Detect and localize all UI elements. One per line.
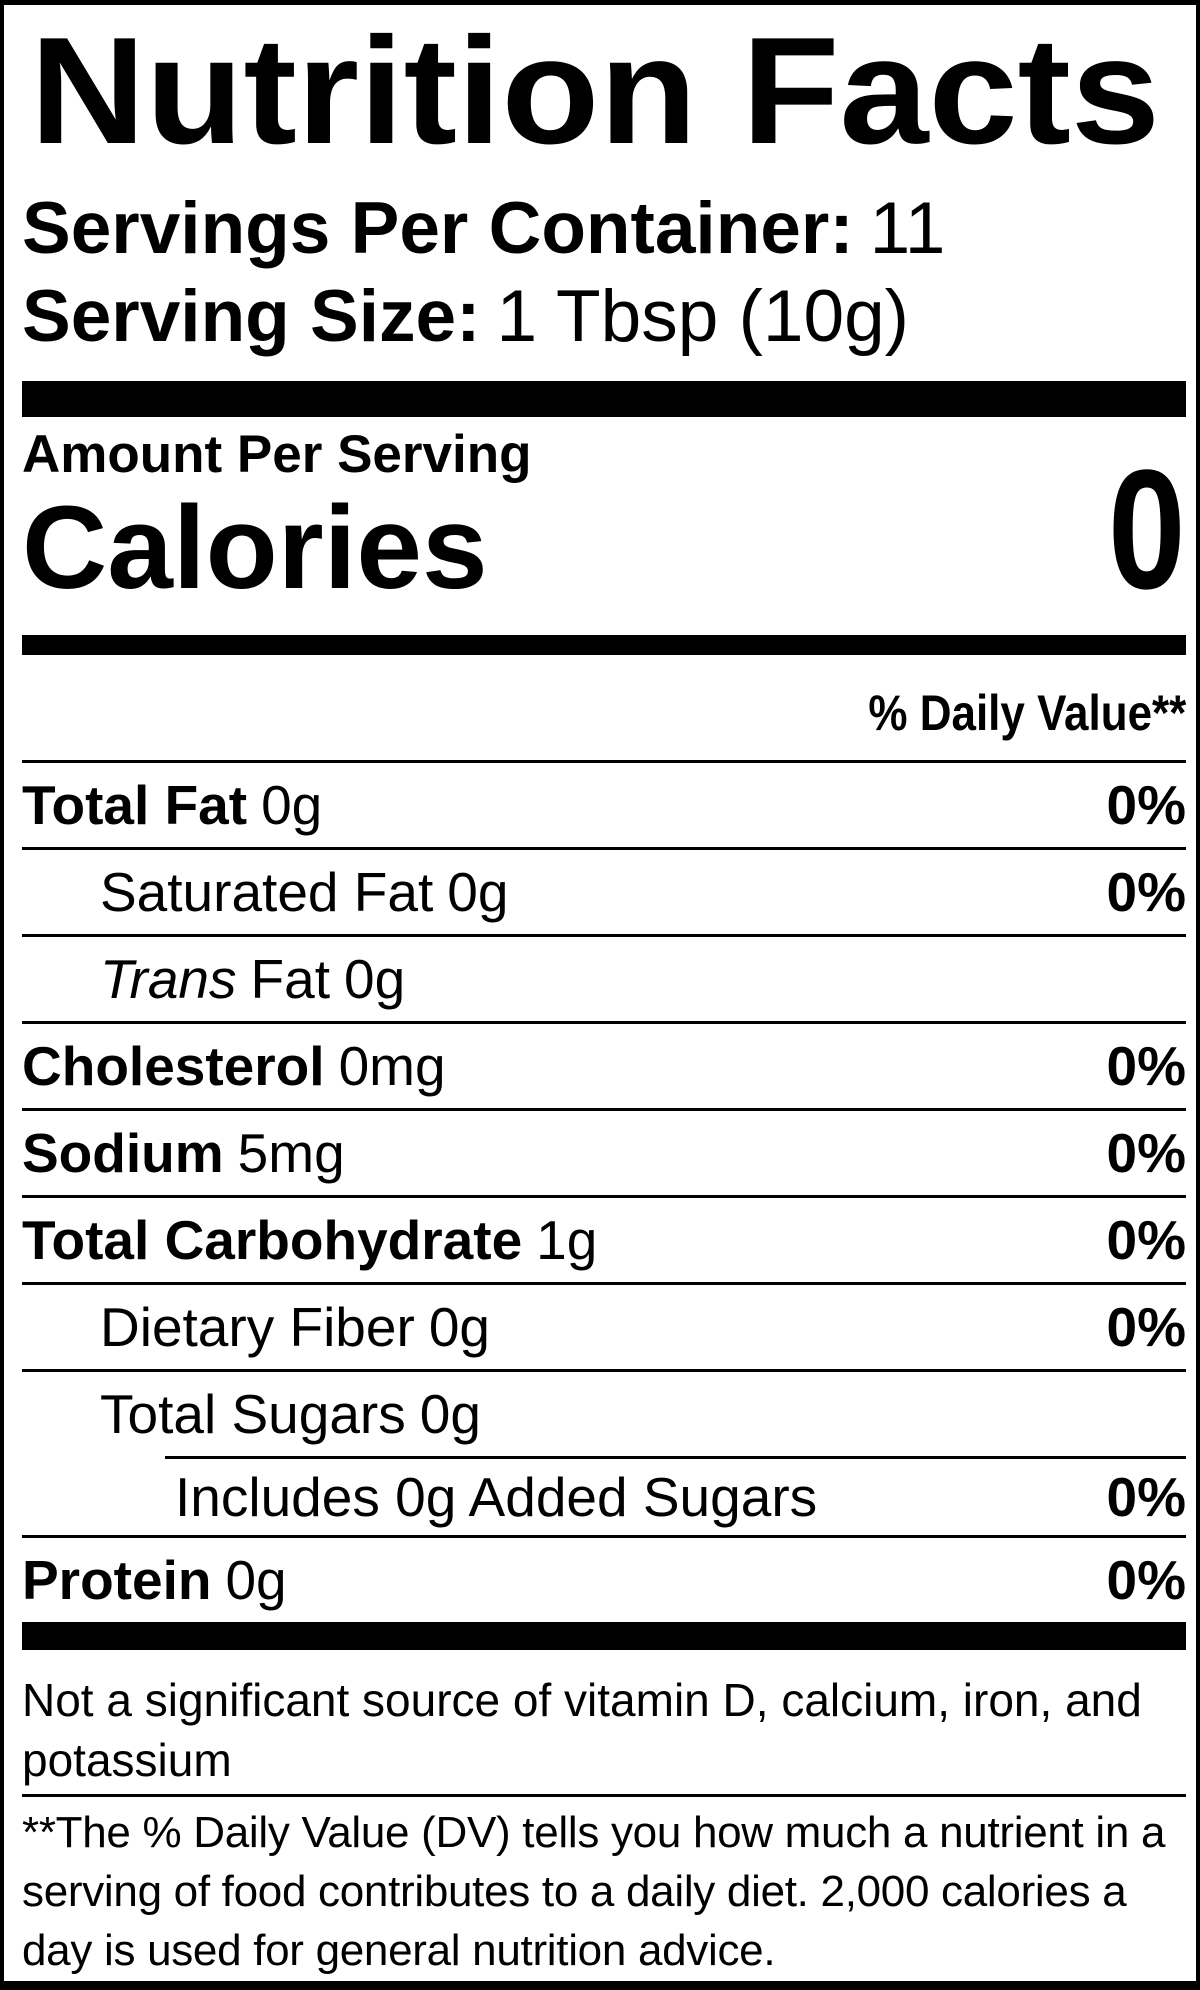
nutrient-daily-value: 0% [1106, 1466, 1187, 1528]
nutrient-name: Total Sugars [100, 1383, 406, 1445]
nutrient-amount: 0g [343, 948, 406, 1010]
nutrient-name-amount: Total Carbohydrate 1g [22, 1208, 597, 1272]
nutrient-amount: 0mg [338, 1035, 446, 1097]
nutrient-row-dietary-fiber: Dietary Fiber 0g 0% [22, 1285, 1186, 1372]
nutrient-name-amount: Cholesterol 0mg [22, 1034, 446, 1098]
daily-value-header-row: % Daily Value** [22, 685, 1186, 763]
nutrient-amount: 0g [428, 1296, 490, 1358]
nutrient-daily-value: 0% [1106, 861, 1187, 923]
nutrient-amount: 0g [419, 1383, 481, 1445]
nutrient-name-amount: Protein 0g [22, 1548, 287, 1612]
nutrient-daily-value: 0% [1106, 1122, 1187, 1184]
nutrient-name: Protein [22, 1549, 212, 1611]
nutrient-row-saturated-fat: Saturated Fat 0g 0% [22, 850, 1186, 937]
nutrient-row-total-sugars: Total Sugars 0g [22, 1372, 1186, 1456]
nutrient-name: Total Carbohydrate [22, 1209, 523, 1271]
nutrient-name-amount: Sodium 5mg [22, 1121, 345, 1185]
nutrient-amount: 5mg [237, 1122, 345, 1184]
amount-per-serving-heading: Amount Per Serving [22, 425, 532, 484]
nutrient-name: Total Fat [22, 774, 248, 836]
nutrient-name-amount: Dietary Fiber 0g [22, 1295, 490, 1359]
nutrient-name-amount: Total Sugars 0g [22, 1382, 481, 1446]
calories-value: 0 [1108, 435, 1186, 625]
nutrient-name: Includes 0g Added Sugars [175, 1466, 818, 1528]
serving-size-label: Serving Size: [22, 276, 481, 357]
servings-per-container-line: Servings Per Container: 11 [22, 185, 1186, 273]
serving-size-value: 1 Tbsp (10g) [496, 276, 909, 357]
thick-separator-bar-bottom [22, 1622, 1186, 1650]
nutrient-name: Fat [250, 948, 330, 1010]
nutrient-amount: 0g [447, 861, 509, 923]
nutrient-row-total-fat: Total Fat 0g 0% [22, 763, 1186, 850]
footnote-divider-line [22, 1794, 1186, 1797]
serving-size-line: Serving Size: 1 Tbsp (10g) [22, 273, 1186, 361]
nutrient-name-italic: Trans [100, 948, 237, 1010]
daily-value-footnote: **The % Daily Value (DV) tells you how m… [22, 1808, 1166, 1975]
nutrient-name-amount: Saturated Fat 0g [22, 860, 508, 924]
nutrient-name-amount: Trans Fat 0g [22, 947, 405, 1011]
nutrient-daily-value: 0% [1106, 1549, 1187, 1611]
nutrient-daily-value: 0% [1106, 774, 1187, 836]
not-significant-note: Not a significant source of vitamin D, c… [22, 1674, 1142, 1786]
nutrient-row-protein: Protein 0g 0% [22, 1535, 1186, 1622]
nutrient-name: Dietary Fiber [100, 1296, 415, 1358]
daily-value-header: % Daily Value** [868, 685, 1186, 741]
calories-row: Calories 0 [22, 445, 1186, 615]
nutrient-daily-value: 0% [1106, 1296, 1187, 1358]
nutrient-amount: 0g [225, 1549, 287, 1611]
thick-separator-bar-calories [22, 635, 1186, 655]
nutrient-amount: 1g [536, 1209, 598, 1271]
label-title-graphic: Nutrition Facts [30, 16, 1160, 151]
nutrient-row-total-carbohydrate: Total Carbohydrate 1g 0% [22, 1198, 1186, 1285]
nutrient-name: Sodium [22, 1122, 224, 1184]
nutrient-row-cholesterol: Cholesterol 0mg 0% [22, 1024, 1186, 1111]
thick-separator-bar-top [22, 381, 1186, 417]
calories-label: Calories [22, 482, 488, 614]
nutrient-name: Cholesterol [22, 1035, 325, 1097]
nutrient-row-sodium: Sodium 5mg 0% [22, 1111, 1186, 1198]
nutrient-row-trans-fat: Trans Fat 0g [22, 937, 1186, 1024]
nutrient-amount: 0g [261, 774, 323, 836]
nutrient-row-added-sugars: Includes 0g Added Sugars 0% [165, 1456, 1186, 1535]
servings-per-container-value: 11 [869, 188, 946, 269]
label-title: Nutrition Facts [30, 16, 1160, 151]
nutrient-name-amount: Total Fat 0g [22, 773, 322, 837]
nutrient-daily-value: 0% [1106, 1035, 1187, 1097]
nutrient-name: Saturated Fat [100, 861, 434, 923]
servings-per-container-label: Servings Per Container: [22, 188, 854, 269]
nutrient-name-amount: Includes 0g Added Sugars [175, 1465, 817, 1529]
nutrient-daily-value: 0% [1106, 1209, 1187, 1271]
